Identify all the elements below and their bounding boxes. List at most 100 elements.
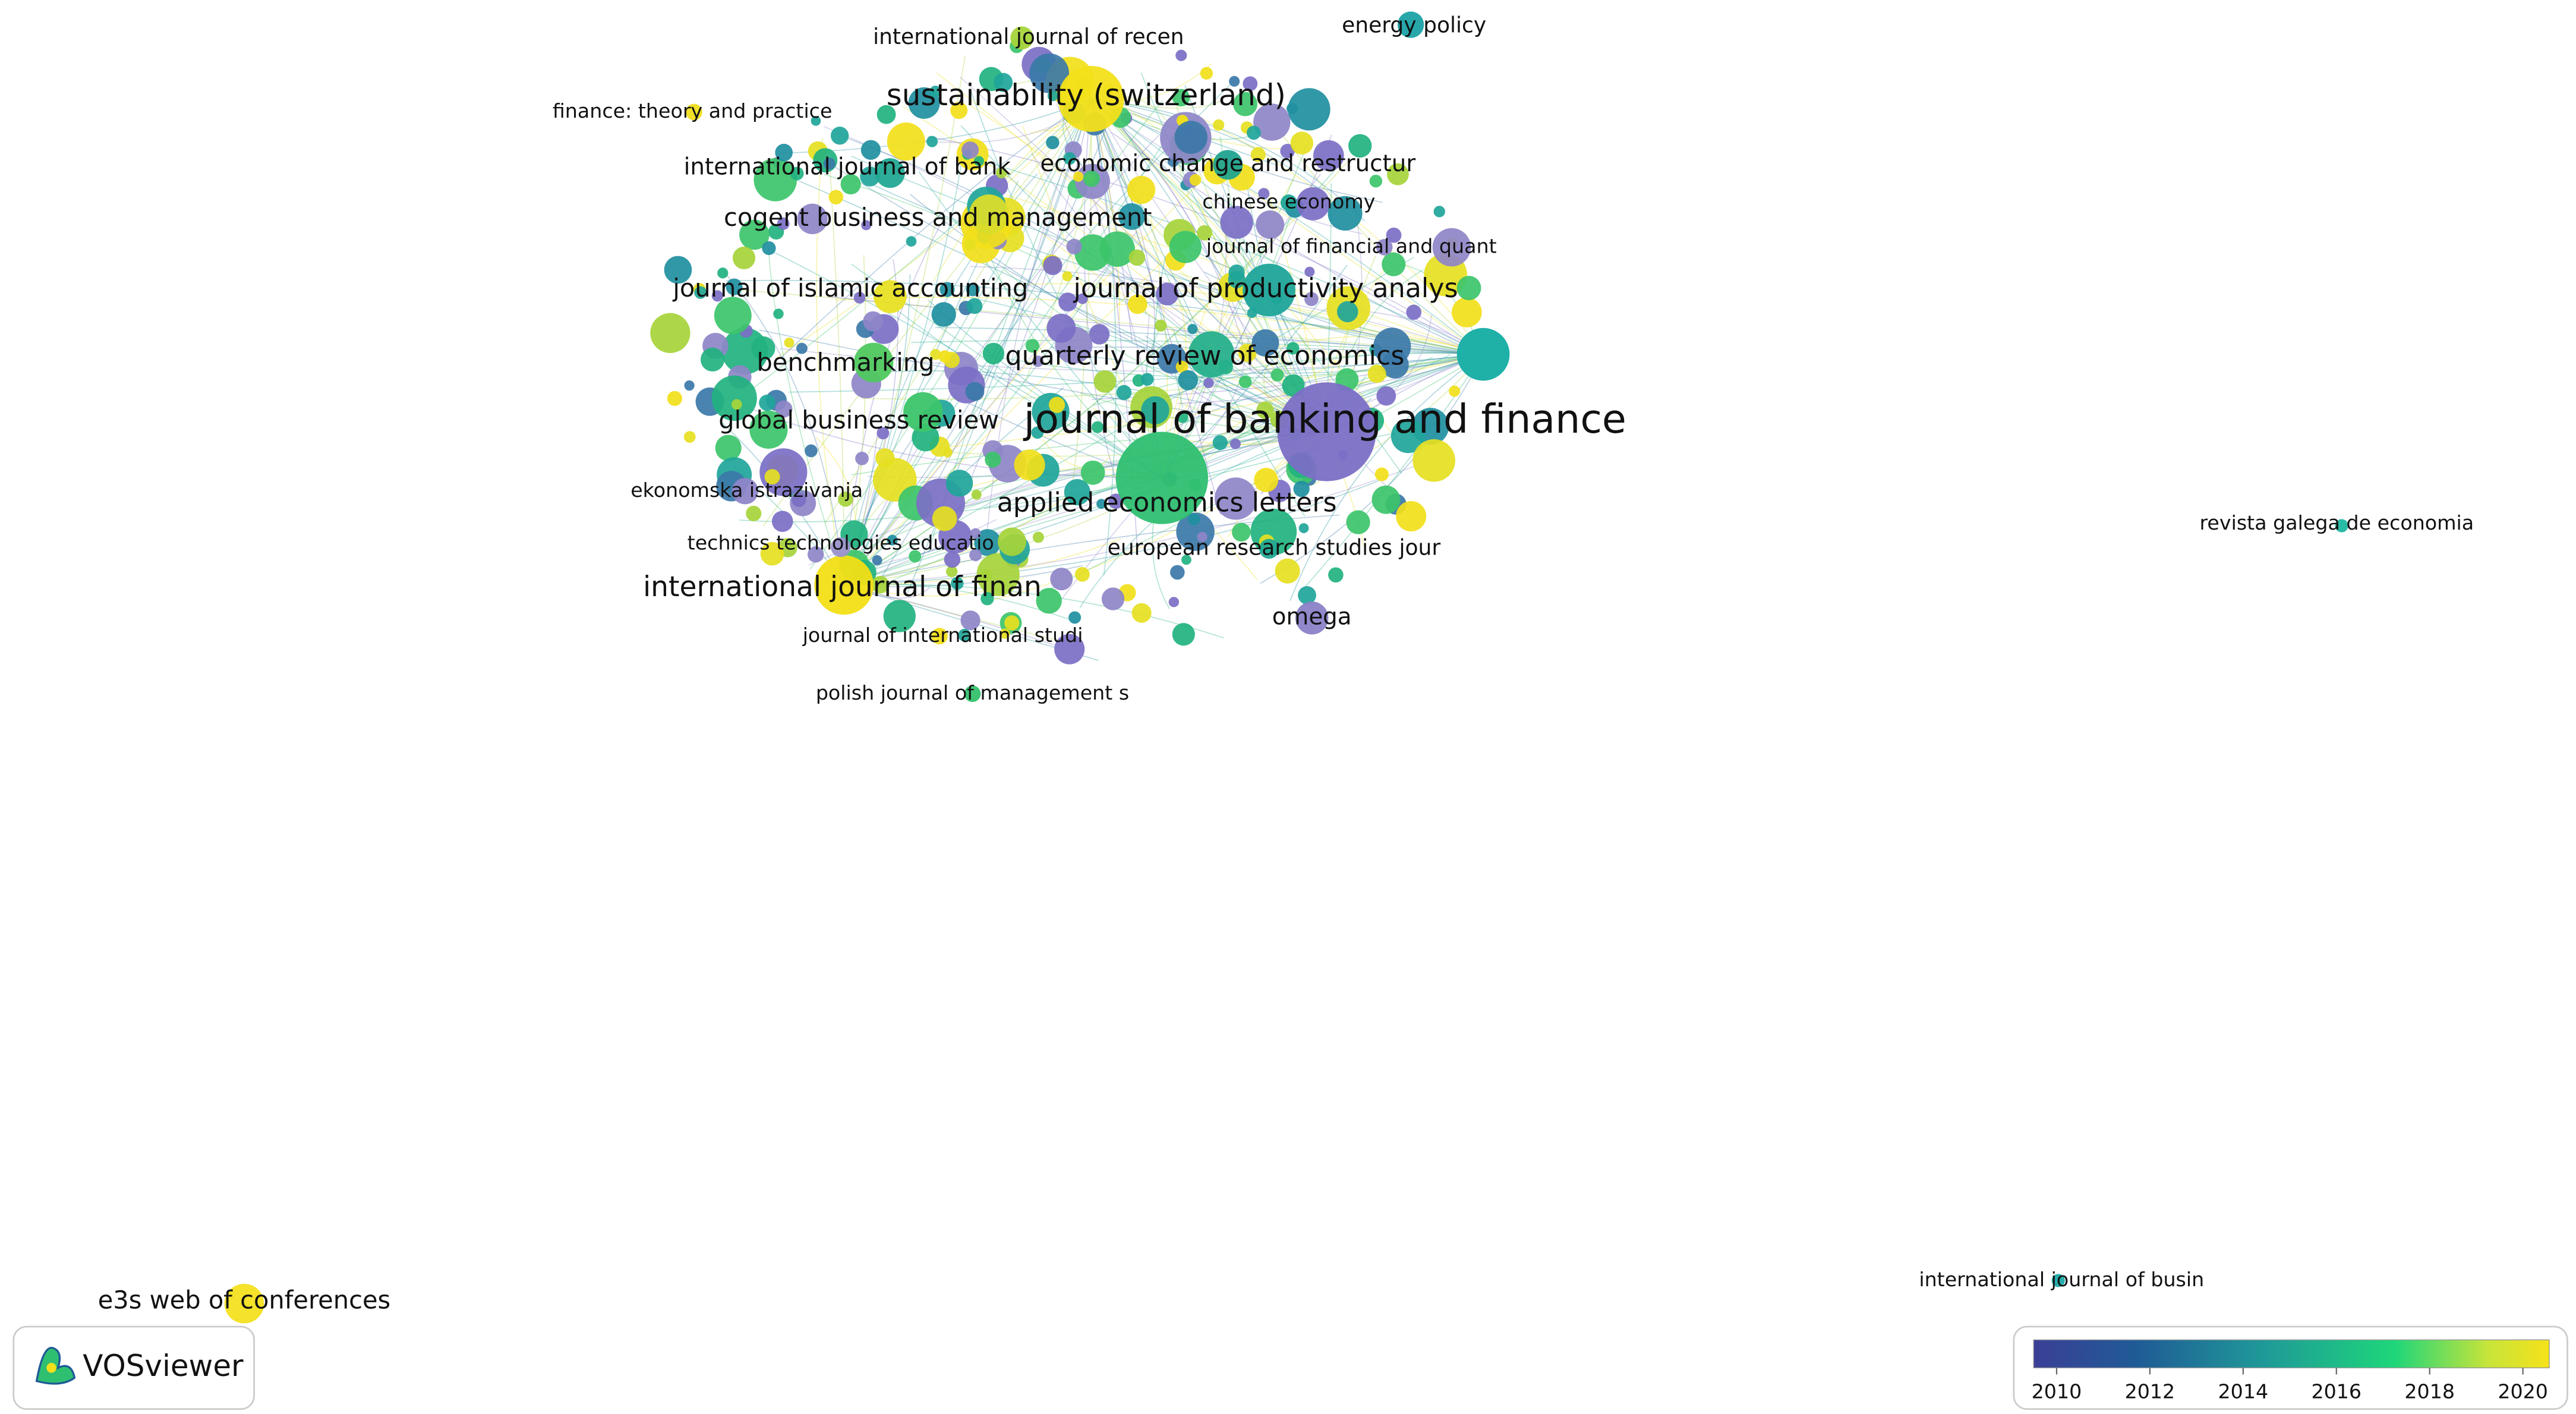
node — [1256, 210, 1285, 239]
node — [1304, 292, 1319, 306]
edge — [1090, 99, 1133, 342]
node — [1155, 319, 1167, 332]
node — [1229, 75, 1240, 87]
node — [1141, 396, 1169, 424]
node — [960, 610, 980, 631]
node-label: energy policy — [1342, 13, 1486, 37]
tick-label: 2020 — [2498, 1380, 2548, 1403]
node — [931, 628, 948, 645]
node — [1212, 435, 1228, 451]
node — [1043, 256, 1062, 275]
node-label: european research studies jour — [1108, 536, 1441, 560]
node — [1280, 144, 1295, 159]
node — [1281, 194, 1297, 211]
node — [771, 511, 793, 532]
node — [2335, 519, 2348, 533]
node — [1197, 531, 1207, 543]
node — [1092, 421, 1103, 433]
node — [1062, 271, 1073, 282]
edge — [759, 329, 1327, 433]
tick-label: 2014 — [2218, 1380, 2269, 1403]
node — [1014, 449, 1045, 481]
edge — [738, 289, 1484, 355]
node — [1188, 513, 1200, 525]
node — [1251, 329, 1279, 357]
node — [1093, 370, 1117, 393]
node — [1066, 238, 1082, 254]
node-label: journal of banking and finance — [1023, 396, 1626, 442]
node-label: benchmarking — [757, 348, 935, 377]
edge — [772, 251, 1162, 478]
node — [667, 390, 683, 407]
node — [1376, 239, 1393, 256]
node — [1287, 342, 1300, 355]
edge — [1090, 98, 1363, 235]
node — [1010, 26, 1034, 50]
node — [1449, 385, 1461, 397]
node — [1101, 587, 1125, 610]
node — [650, 313, 690, 353]
node — [1029, 53, 1070, 93]
node — [872, 555, 882, 566]
node — [875, 158, 905, 188]
node — [1083, 170, 1100, 187]
node — [1077, 293, 1088, 304]
node — [855, 452, 869, 465]
node — [828, 190, 844, 204]
node — [1220, 206, 1253, 239]
node — [1116, 385, 1132, 401]
node — [1293, 480, 1310, 497]
edge — [824, 174, 1328, 433]
edge — [809, 99, 1092, 569]
node — [1046, 136, 1060, 150]
node-label: international journal of bank — [684, 153, 1011, 180]
edge — [985, 354, 1484, 379]
node — [973, 156, 984, 166]
node — [971, 489, 982, 500]
node — [1233, 92, 1257, 116]
node — [1270, 368, 1284, 382]
node — [1277, 382, 1376, 481]
edge — [1090, 99, 1204, 341]
node-label: chinese economy — [1202, 190, 1375, 213]
edge — [720, 268, 845, 585]
edge — [1122, 352, 1484, 415]
node — [1381, 351, 1409, 379]
tick-label: 2018 — [2404, 1380, 2455, 1403]
node — [1047, 90, 1058, 102]
node — [909, 550, 922, 563]
node — [1243, 76, 1258, 92]
node-label: sustainability (switzerland) — [887, 78, 1286, 112]
node — [860, 166, 880, 187]
node — [887, 122, 925, 161]
node-label: finance: theory and practice — [553, 99, 833, 122]
node — [874, 280, 907, 313]
edge — [844, 584, 1224, 639]
node — [945, 470, 973, 497]
edge — [843, 185, 1196, 585]
node-label: international journal of finan — [643, 571, 1042, 603]
node — [1367, 364, 1386, 383]
edge — [929, 431, 1327, 520]
node — [1175, 360, 1188, 373]
node — [1328, 196, 1363, 231]
edge — [925, 354, 1484, 518]
logo-box[interactable]: VOSviewer — [12, 1325, 255, 1410]
node-label: journal of islamic accounting — [672, 273, 1028, 303]
node — [1371, 485, 1401, 514]
node — [1313, 140, 1344, 171]
node — [760, 541, 784, 566]
node — [1025, 339, 1040, 353]
node — [1156, 282, 1179, 306]
edge — [1022, 125, 1163, 478]
node — [1118, 203, 1145, 230]
node-label: polish journal of management s — [816, 681, 1129, 704]
node — [1369, 174, 1383, 188]
node — [966, 298, 983, 314]
node — [1456, 327, 1510, 381]
node — [1140, 373, 1154, 386]
node — [982, 342, 1005, 364]
node — [1328, 567, 1344, 583]
edge — [843, 158, 1351, 586]
